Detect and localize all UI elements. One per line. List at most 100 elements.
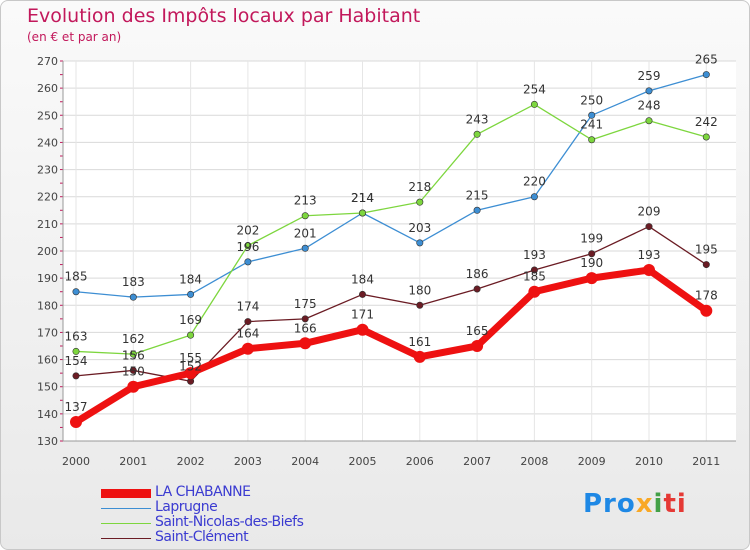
- data-label: 243: [466, 112, 489, 126]
- data-label: 193: [638, 248, 661, 262]
- data-label: 161: [408, 335, 431, 349]
- data-point: [473, 285, 481, 293]
- data-label: 190: [580, 256, 603, 270]
- data-label: 183: [122, 275, 145, 289]
- data-point: [244, 258, 252, 266]
- data-point: [241, 342, 254, 355]
- legend-swatch-laprugne: [101, 508, 151, 509]
- series-line-2: [75, 103, 707, 355]
- data-label: 215: [466, 188, 489, 202]
- legend-swatch-saint-clement: [101, 538, 151, 539]
- data-point: [187, 290, 195, 298]
- data-point: [645, 87, 653, 95]
- data-label: 201: [294, 226, 317, 240]
- data-label: 165: [466, 324, 489, 338]
- x-tick-label: 2009: [578, 455, 606, 468]
- data-label: 184: [179, 272, 202, 286]
- data-point: [184, 367, 197, 380]
- data-label: 169: [179, 313, 202, 327]
- data-point: [358, 290, 366, 298]
- data-label: 162: [122, 332, 145, 346]
- data-label: 199: [580, 232, 603, 246]
- series-line-0: [72, 266, 710, 426]
- data-label: 213: [294, 194, 317, 208]
- x-tick-label: 2004: [291, 455, 319, 468]
- series-line-3: [75, 225, 707, 382]
- legend-label: Laprugne: [155, 499, 218, 515]
- data-label: 248: [638, 99, 661, 113]
- data-label: 166: [294, 321, 317, 335]
- x-tick-label: 2006: [406, 455, 434, 468]
- data-point: [301, 244, 309, 252]
- data-label: 174: [236, 300, 259, 314]
- data-label: 155: [179, 351, 202, 365]
- legend-label: Saint-Nicolas-des-Biefs: [155, 514, 304, 530]
- data-point: [358, 209, 366, 217]
- y-tick-label: 270: [37, 55, 58, 68]
- data-label: 209: [638, 205, 661, 219]
- data-label: 241: [580, 118, 603, 132]
- data-point: [585, 272, 598, 285]
- data-label: 202: [236, 224, 259, 238]
- data-point: [702, 261, 710, 269]
- data-point: [416, 301, 424, 309]
- y-tick-label: 210: [37, 218, 58, 231]
- data-label: 259: [638, 69, 661, 83]
- data-point: [70, 416, 82, 428]
- y-tick-label: 250: [37, 109, 58, 122]
- data-label: 203: [408, 221, 431, 235]
- x-tick-label: 2008: [520, 455, 548, 468]
- legend-swatch-la-chabanne: [101, 489, 151, 498]
- data-label: 186: [466, 267, 489, 281]
- chart-title: Evolution des Impôts locaux par Habitant: [27, 5, 421, 27]
- data-point: [471, 340, 484, 352]
- y-tick-label: 140: [37, 408, 58, 421]
- x-tick-label: 2002: [177, 455, 205, 468]
- data-label: 250: [580, 93, 603, 107]
- data-label: 178: [695, 289, 718, 303]
- data-point: [588, 136, 596, 144]
- data-point: [299, 337, 312, 350]
- y-tick-label: 200: [37, 245, 58, 258]
- data-point: [473, 206, 481, 214]
- chart-subtitle: (en € et par an): [27, 30, 122, 44]
- x-tick-label: 2011: [692, 455, 720, 468]
- data-point: [72, 372, 80, 380]
- data-label: 156: [122, 348, 145, 362]
- y-tick-label: 190: [37, 272, 58, 285]
- data-point: [129, 350, 137, 358]
- data-point: [702, 71, 710, 79]
- y-tick-label: 160: [37, 354, 58, 367]
- data-label: 254: [523, 82, 546, 96]
- x-tick-label: 2001: [119, 455, 147, 468]
- y-tick-label: 170: [37, 326, 58, 339]
- data-point: [643, 264, 655, 276]
- data-label: 184: [351, 272, 374, 286]
- data-point: [530, 100, 538, 108]
- y-tick-label: 240: [37, 136, 58, 149]
- data-point: [72, 347, 80, 355]
- logo-part: x: [635, 489, 654, 519]
- data-label: 185: [523, 270, 546, 284]
- data-label: 185: [65, 270, 88, 284]
- data-point: [588, 111, 596, 119]
- data-point: [700, 304, 713, 317]
- data-point: [301, 315, 309, 323]
- data-label: 196: [236, 240, 259, 254]
- data-point: [702, 133, 710, 141]
- logo-part: Pro: [583, 489, 636, 519]
- data-point: [187, 331, 195, 339]
- data-label: 154: [65, 354, 88, 368]
- data-point: [356, 323, 369, 336]
- data-point: [129, 366, 137, 374]
- proxiti-logo: Proxiti: [583, 489, 687, 519]
- x-tick-label: 2007: [463, 455, 491, 468]
- data-label: 180: [408, 283, 431, 297]
- data-label: 214: [351, 191, 374, 205]
- data-label: 214: [351, 191, 374, 205]
- data-label: 193: [523, 248, 546, 262]
- data-label: 195: [695, 243, 718, 257]
- data-label: 163: [65, 329, 88, 343]
- data-label: 152: [179, 359, 202, 373]
